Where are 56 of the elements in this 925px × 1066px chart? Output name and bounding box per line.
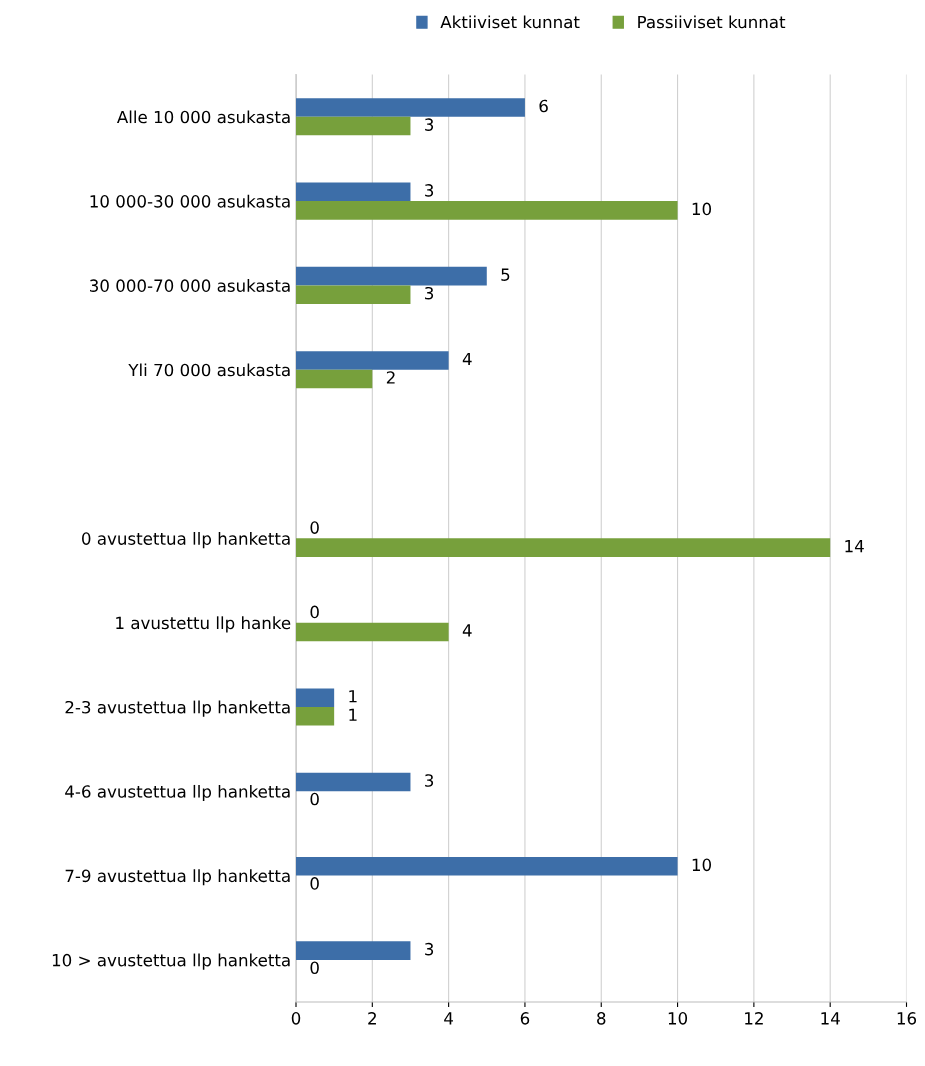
data-label: 4 — [462, 624, 472, 637]
y-tick-label: Yli 70 000 asukasta — [128, 363, 290, 377]
bar — [296, 266, 487, 286]
data-label: 10 — [692, 858, 712, 872]
x-tick-label: 14 — [821, 1012, 840, 1025]
data-label: 10 — [692, 202, 712, 216]
data-label: 3 — [425, 942, 434, 956]
data-label: 1 — [349, 708, 357, 721]
x-tick-label: 4 — [444, 1012, 453, 1025]
x-tick-label: 8 — [597, 1012, 606, 1025]
x-tick-label: 0 — [291, 1012, 301, 1025]
y-tick-label: 30 000-70 000 asukasta — [90, 279, 290, 292]
x-tick-label: 10 — [668, 1012, 688, 1025]
y-tick-label: 10 > avustettua llp hanketta — [52, 953, 290, 970]
x-tick-label: 6 — [520, 1012, 530, 1025]
bar — [296, 98, 525, 117]
legend-label: Passiiviset kunnat — [638, 15, 786, 29]
y-tick-label: Alle 10 000 asukasta — [116, 110, 290, 124]
x-tick-label: 16 — [897, 1012, 917, 1025]
bar — [296, 688, 335, 707]
data-label: 2 — [386, 371, 395, 384]
y-tick-label: 10 000-30 000 asukasta — [90, 194, 290, 208]
data-label: 14 — [845, 540, 864, 553]
bar — [296, 116, 411, 136]
data-label: 0 — [310, 961, 319, 974]
x-tick-label: 2 — [368, 1012, 376, 1025]
bar — [296, 622, 449, 642]
x-tick-label: 12 — [745, 1012, 763, 1025]
bar — [296, 538, 831, 557]
bar — [296, 351, 449, 370]
bar — [296, 706, 335, 726]
data-label: 3 — [425, 118, 434, 131]
y-tick-label: 7-9 avustettua llp hanketta — [65, 869, 290, 886]
bar — [296, 941, 411, 960]
bar — [296, 369, 373, 389]
bar — [296, 182, 411, 202]
data-label: 0 — [310, 792, 319, 806]
bar — [296, 285, 411, 304]
data-label: 0 — [310, 605, 319, 619]
y-tick-label: 1 avustettu llp hanke — [116, 616, 291, 633]
bar — [296, 857, 678, 876]
data-label: 5 — [501, 268, 510, 281]
bar — [296, 201, 678, 220]
data-label: 6 — [539, 99, 548, 113]
data-label: 4 — [462, 352, 472, 366]
data-label: 0 — [310, 521, 319, 534]
legend-label: Aktiiviset kunnat — [440, 15, 580, 29]
data-label: 3 — [425, 774, 434, 787]
data-label: 3 — [425, 286, 434, 300]
bar — [296, 772, 411, 792]
y-tick-label: 4-6 avustettua llp hanketta — [65, 784, 290, 802]
data-label: 1 — [349, 690, 357, 703]
data-label: 3 — [425, 184, 434, 197]
data-label: 0 — [310, 877, 319, 890]
y-tick-label: 0 avustettua llp hanketta — [82, 532, 290, 549]
y-tick-label: 2-3 avustettua llp hanketta — [65, 700, 290, 717]
